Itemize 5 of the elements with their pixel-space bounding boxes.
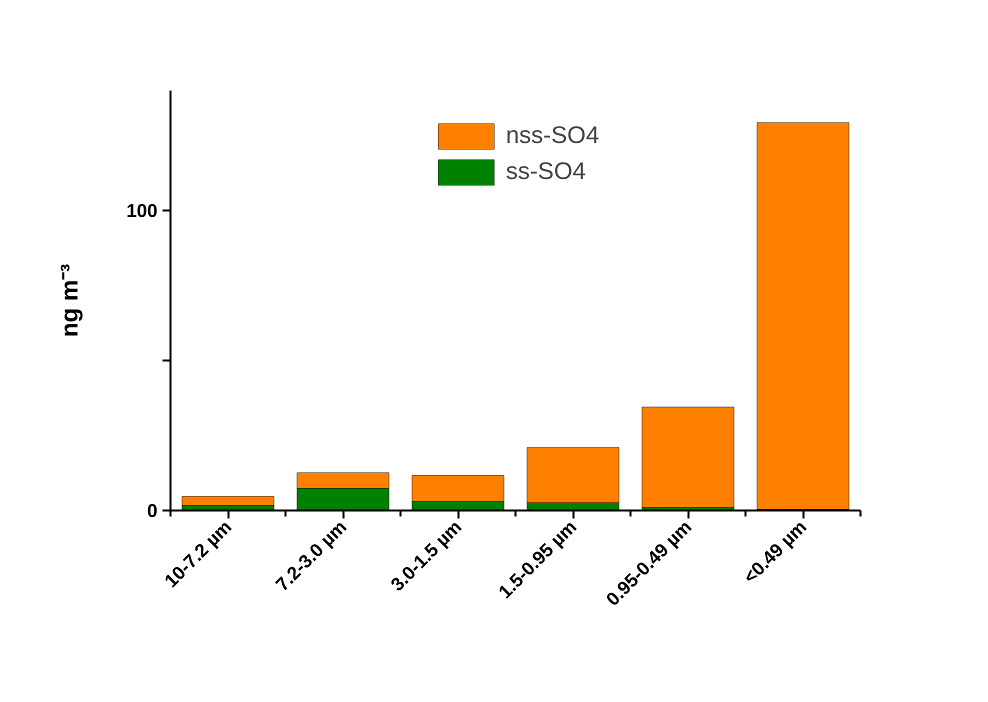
y-axis-title: ng m⁻³: [56, 264, 84, 338]
y-tick-label: 100: [126, 200, 158, 221]
legend-label: ss-SO4: [506, 158, 586, 186]
legend-label: nss-SO4: [506, 122, 600, 150]
y-tick-label: 0: [147, 500, 158, 521]
